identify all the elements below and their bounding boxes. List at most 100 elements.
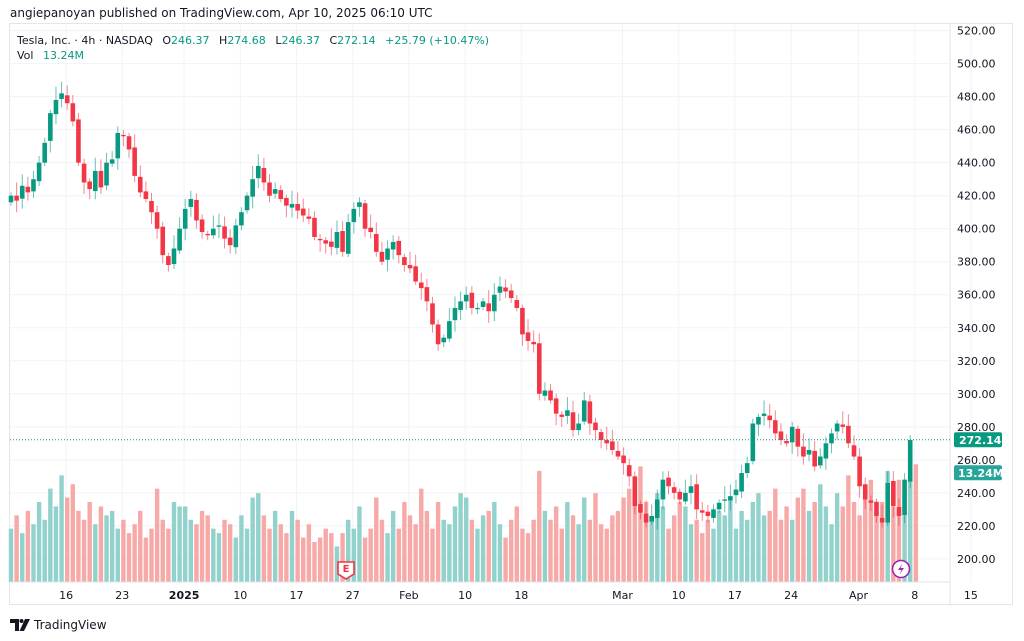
volume-bar [627,488,632,582]
candle-body [42,142,48,163]
candle-body [312,217,317,237]
candle [216,213,222,239]
candle [767,404,772,429]
candle-body [508,290,514,299]
candle [817,448,823,469]
candle [744,456,750,478]
volume-bar [610,515,615,582]
candle-body [295,203,300,211]
candle [278,185,284,203]
candle-body [756,416,761,425]
volume-bar [503,537,508,582]
volume-bar [885,470,890,582]
candle-body [166,256,171,266]
candle [93,157,98,200]
candle [19,174,25,209]
volume-bar [390,510,396,582]
candle-body [486,303,491,312]
candle [402,253,407,272]
candle [368,214,373,239]
candle [694,474,699,520]
candle [711,504,716,523]
volume-bar [514,506,519,582]
earnings-marker[interactable]: E [337,561,355,580]
candle-body [604,440,610,444]
candle-body [834,423,840,432]
candle [42,137,48,166]
candle-body [115,132,121,159]
candle [160,221,166,264]
candle [823,436,829,471]
candle-body [143,191,149,199]
bolt-icon[interactable] [891,559,911,579]
candle-body [413,266,418,282]
candle [638,500,643,520]
x-tick-label: 27 [346,589,360,602]
volume-bar [166,528,171,582]
candle-body [334,232,340,248]
candle-body [317,238,323,241]
candle [610,429,615,455]
volume-bar [879,502,885,582]
volume-bar [801,488,806,582]
candle-body [171,248,177,265]
candle [795,425,801,457]
candle [548,383,553,404]
volume-bar [98,506,104,582]
candle [553,393,559,426]
candle [211,215,216,239]
candle-body [868,500,874,503]
candle [199,214,205,239]
candle-body [632,476,638,507]
candle-body [261,167,267,183]
candle-body [160,226,166,256]
candle-body [351,208,357,223]
candle [812,441,817,472]
candle [154,205,160,239]
volume-bar [834,493,840,582]
volume-bar [593,493,598,582]
volume-bar [385,533,390,582]
candle [632,471,638,515]
candle [194,193,199,229]
candle [126,132,132,158]
low-value: 246.37 [281,34,320,47]
candle-body [694,484,699,510]
candle-body [688,486,694,493]
candle [222,216,227,249]
candle [452,296,458,332]
candle [536,333,542,401]
candle [576,413,581,436]
y-tick-label: 320.00 [957,355,996,368]
y-tick-label: 260.00 [957,454,996,467]
candle-body [323,240,329,244]
candle-body [250,179,255,197]
candle [379,241,385,266]
candle-body [8,195,14,203]
volume-bar [177,506,182,582]
candle [503,279,508,299]
candle [559,411,565,427]
volume-bar [284,533,289,582]
candle-body [610,441,615,450]
volume-bar [149,528,154,582]
candle-body [300,208,306,216]
volume-bar [621,497,626,582]
candle [76,112,81,166]
candle [885,471,891,526]
candle-body [497,286,503,293]
volume-bar [188,519,194,582]
candle [671,482,677,500]
candle [362,199,368,237]
brand-name: TradingView [34,618,107,632]
candle [756,413,761,437]
candle-body [418,282,424,289]
volume-bars [8,464,919,582]
volume-bar [716,510,722,582]
tradingview-footer[interactable]: TradingView [10,618,107,632]
volume-bar [374,497,379,582]
volume-bar [312,542,317,582]
candle-body [587,401,593,424]
candle [857,448,862,498]
